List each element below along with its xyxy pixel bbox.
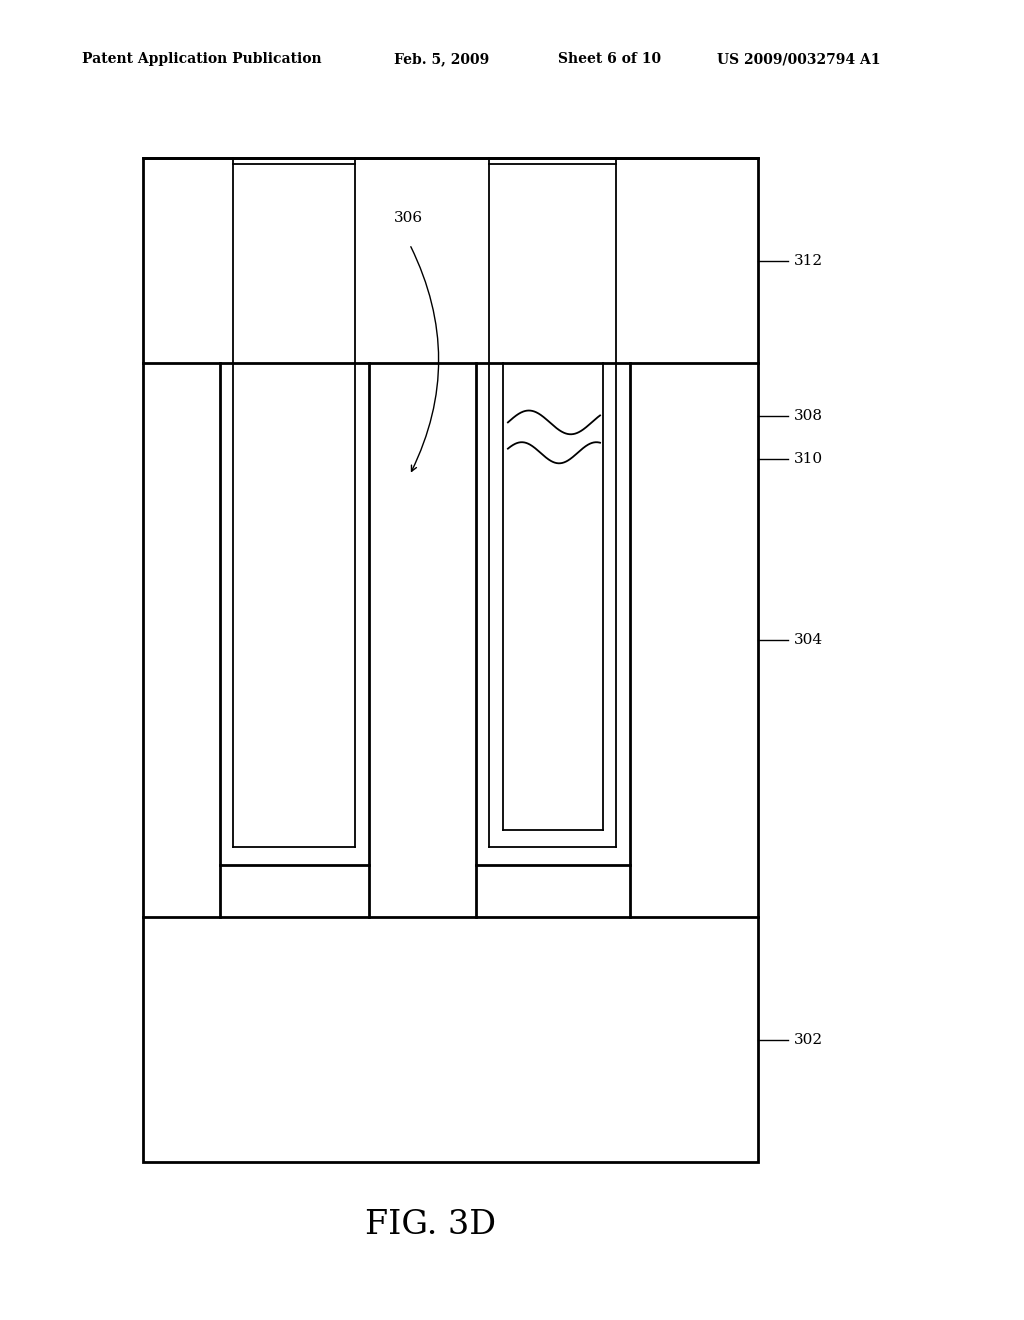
Text: 312: 312: [794, 253, 822, 268]
Text: Sheet 6 of 10: Sheet 6 of 10: [558, 53, 662, 66]
Text: 308: 308: [794, 409, 822, 422]
Text: 310: 310: [794, 453, 822, 466]
Bar: [143, 158, 758, 1162]
Text: Patent Application Publication: Patent Application Publication: [82, 53, 322, 66]
Text: FIG. 3D: FIG. 3D: [365, 1209, 496, 1241]
Text: 302: 302: [794, 1032, 822, 1047]
Text: US 2009/0032794 A1: US 2009/0032794 A1: [717, 53, 881, 66]
Text: Feb. 5, 2009: Feb. 5, 2009: [394, 53, 489, 66]
Text: 306: 306: [394, 211, 423, 224]
Text: 304: 304: [794, 634, 822, 647]
